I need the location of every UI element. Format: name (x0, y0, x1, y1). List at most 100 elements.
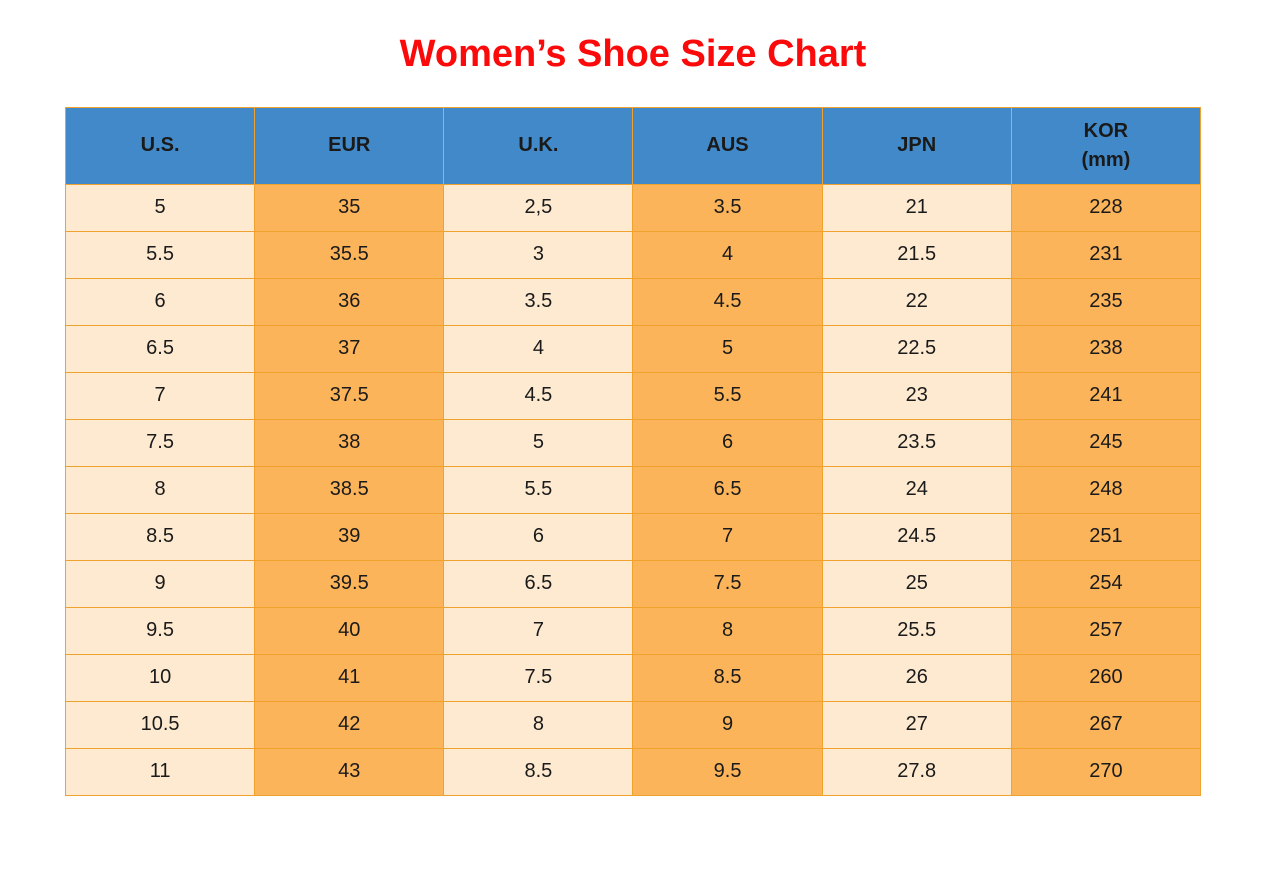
table-cell: 38 (254, 418, 445, 467)
table-cell: 10 (64, 653, 256, 702)
table-cell: 5.5 (443, 465, 634, 514)
column-header: U.S. (64, 106, 256, 185)
table-cell: 245 (1010, 418, 1202, 467)
table-row: 11 43 8.5 9.5 27.8 270 (64, 747, 1202, 796)
table-cell: 6.5 (64, 324, 256, 373)
table-cell: 23.5 (821, 418, 1012, 467)
table-cell: 231 (1010, 230, 1202, 279)
table-row: 8.5 39 6 7 24.5 251 (64, 512, 1202, 561)
table-row: 6 36 3.5 4.5 22 235 (64, 277, 1202, 326)
table-cell: 238 (1010, 324, 1202, 373)
table-cell: 23 (821, 371, 1012, 420)
table-cell: 270 (1010, 747, 1202, 796)
table-cell: 2,5 (443, 183, 634, 232)
table-cell: 251 (1010, 512, 1202, 561)
table-cell: 9 (632, 700, 823, 749)
table-row: 10.5 42 8 9 27 267 (64, 700, 1202, 749)
table-cell: 6.5 (632, 465, 823, 514)
table-cell: 4 (443, 324, 634, 373)
table-cell: 27.8 (821, 747, 1012, 796)
table-cell: 22.5 (821, 324, 1012, 373)
table-cell: 7 (443, 606, 634, 655)
column-header: KOR (mm) (1010, 106, 1202, 185)
table-cell: 42 (254, 700, 445, 749)
table-cell: 8.5 (443, 747, 634, 796)
table-cell: 8 (64, 465, 256, 514)
table-cell: 7.5 (443, 653, 634, 702)
table-row: 8 38.5 5.5 6.5 24 248 (64, 465, 1202, 514)
table-cell: 37.5 (254, 371, 445, 420)
table-cell: 5 (632, 324, 823, 373)
table-cell: 6.5 (443, 559, 634, 608)
table-cell: 8.5 (64, 512, 256, 561)
table-cell: 5 (443, 418, 634, 467)
table-cell: 35 (254, 183, 445, 232)
column-header: JPN (821, 106, 1012, 185)
table-row: 10 41 7.5 8.5 26 260 (64, 653, 1202, 702)
table-cell: 3.5 (443, 277, 634, 326)
table-row: 7 37.5 4.5 5.5 23 241 (64, 371, 1202, 420)
column-header: EUR (254, 106, 445, 185)
table-cell: 5.5 (64, 230, 256, 279)
table-row: 7.5 38 5 6 23.5 245 (64, 418, 1202, 467)
table-cell: 39 (254, 512, 445, 561)
table-cell: 9 (64, 559, 256, 608)
table-cell: 7 (64, 371, 256, 420)
table-cell: 228 (1010, 183, 1202, 232)
table-cell: 10.5 (64, 700, 256, 749)
table-cell: 4 (632, 230, 823, 279)
table-cell: 7.5 (64, 418, 256, 467)
table-row: 5 35 2,5 3.5 21 228 (64, 183, 1202, 232)
table-cell: 38.5 (254, 465, 445, 514)
table-cell: 7.5 (632, 559, 823, 608)
table-cell: 37 (254, 324, 445, 373)
table-cell: 11 (64, 747, 256, 796)
table-cell: 241 (1010, 371, 1202, 420)
table-cell: 8.5 (632, 653, 823, 702)
column-header: AUS (632, 106, 823, 185)
table-cell: 4.5 (443, 371, 634, 420)
table-row: 6.5 37 4 5 22.5 238 (64, 324, 1202, 373)
table-row: 9 39.5 6.5 7.5 25 254 (64, 559, 1202, 608)
table-cell: 6 (443, 512, 634, 561)
header-row: U.S. EUR U.K. AUS JPN KOR (mm) (64, 106, 1202, 185)
table-cell: 9.5 (632, 747, 823, 796)
table-cell: 260 (1010, 653, 1202, 702)
page-title: Women’s Shoe Size Chart (399, 33, 867, 75)
table-cell: 235 (1010, 277, 1202, 326)
table-cell: 43 (254, 747, 445, 796)
table-body: 5 35 2,5 3.5 21 228 5.5 35.5 3 4 21.5 231 6 36 3.5 4.5 2… (64, 183, 1202, 796)
table-cell: 40 (254, 606, 445, 655)
table-cell: 4.5 (632, 277, 823, 326)
table-cell: 26 (821, 653, 1012, 702)
table-cell: 25.5 (821, 606, 1012, 655)
table-cell: 22 (821, 277, 1012, 326)
table-cell: 25 (821, 559, 1012, 608)
table-cell: 39.5 (254, 559, 445, 608)
column-header: U.K. (443, 106, 634, 185)
table-cell: 41 (254, 653, 445, 702)
table-row: 5.5 35.5 3 4 21.5 231 (64, 230, 1202, 279)
table-cell: 35.5 (254, 230, 445, 279)
table-cell: 27 (821, 700, 1012, 749)
table-header: U.S. EUR U.K. AUS JPN KOR (mm) (64, 106, 1202, 185)
table-cell: 8 (443, 700, 634, 749)
table-cell: 3.5 (632, 183, 823, 232)
table-row: 9.5 40 7 8 25.5 257 (64, 606, 1202, 655)
table-cell: 6 (64, 277, 256, 326)
table-cell: 5.5 (632, 371, 823, 420)
table-cell: 24.5 (821, 512, 1012, 561)
table-cell: 267 (1010, 700, 1202, 749)
table-cell: 248 (1010, 465, 1202, 514)
table-cell: 254 (1010, 559, 1202, 608)
table-cell: 21.5 (821, 230, 1012, 279)
table-cell: 24 (821, 465, 1012, 514)
table-cell: 5 (64, 183, 256, 232)
table-cell: 9.5 (64, 606, 256, 655)
table-cell: 257 (1010, 606, 1202, 655)
table-cell: 36 (254, 277, 445, 326)
table-cell: 6 (632, 418, 823, 467)
table-cell: 21 (821, 183, 1012, 232)
table-cell: 3 (443, 230, 634, 279)
table-cell: 7 (632, 512, 823, 561)
